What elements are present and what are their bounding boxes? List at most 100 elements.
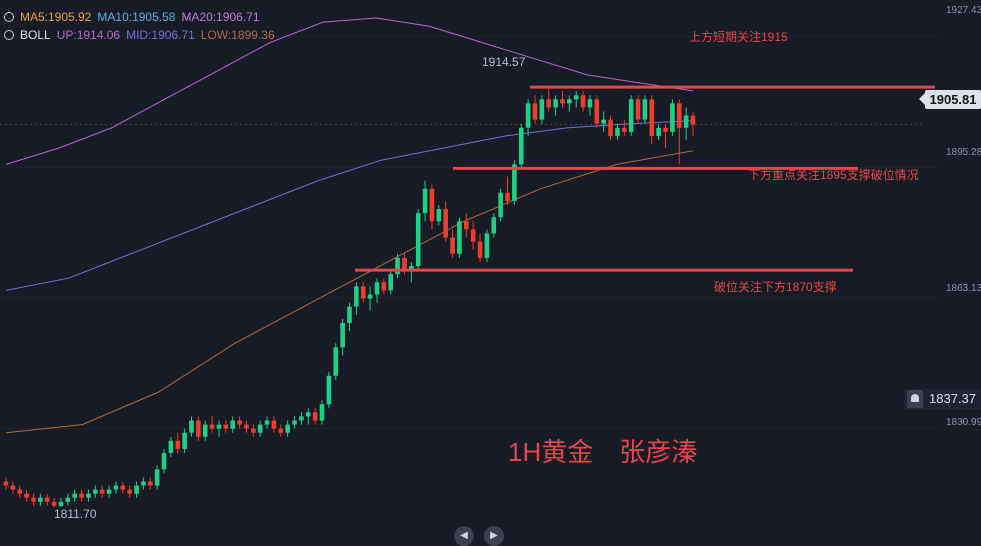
- annotation-resistance: 上方短期关注1915: [689, 30, 788, 44]
- candle-body: [683, 115, 689, 128]
- candle-body: [381, 282, 387, 291]
- candle-body: [51, 501, 57, 506]
- candle-body: [333, 347, 339, 376]
- bell-icon[interactable]: [907, 390, 923, 408]
- ma10-label: MA10:1905.58: [97, 10, 176, 24]
- candle-body: [44, 497, 50, 502]
- scroll-right-icon[interactable]: ▶: [484, 526, 504, 546]
- candle-body: [347, 306, 352, 323]
- candle-body: [106, 489, 112, 494]
- candle-body: [436, 209, 442, 222]
- annotation-breakdown: 破位关注下方1870支撑: [714, 280, 837, 294]
- candle-body: [470, 229, 476, 242]
- candle-body: [395, 257, 400, 275]
- candle-body: [326, 375, 332, 405]
- candle-body: [10, 485, 16, 490]
- boll-up-label: UP:1914.06: [56, 28, 121, 42]
- candle-body: [230, 420, 236, 429]
- current-price-tag[interactable]: 1905.81: [919, 90, 981, 109]
- candle-body: [594, 99, 600, 124]
- candle-body: [182, 432, 187, 449]
- eye-icon[interactable]: [4, 12, 14, 22]
- candle-body: [601, 119, 606, 124]
- candle-body: [113, 485, 119, 490]
- candle-body: [251, 428, 256, 433]
- candle-body: [65, 497, 71, 502]
- bollinger-bands: [5, 17, 694, 434]
- boll-name: BOLL: [20, 28, 51, 42]
- candle-body: [422, 188, 428, 214]
- candle-body: [134, 485, 139, 494]
- scroll-left-icon[interactable]: ◀: [454, 526, 474, 546]
- candle-body: [505, 192, 510, 201]
- candle-body: [663, 127, 668, 132]
- candle-body: [58, 501, 64, 506]
- candle-body: [257, 424, 263, 433]
- candle-body: [388, 274, 394, 291]
- candle-body: [656, 127, 661, 136]
- ma-legend: MA5:1905.92 MA10:1905.58 MA20:1906.71 BO…: [4, 8, 281, 44]
- high-marker-label: 1914.57: [482, 55, 526, 69]
- candle-body: [463, 221, 469, 230]
- candle-body: [120, 485, 126, 490]
- candle-body: [553, 99, 558, 108]
- candle-body: [168, 440, 174, 454]
- candle-body: [209, 424, 215, 429]
- candle-body: [147, 481, 153, 486]
- candle-body: [3, 481, 9, 486]
- boll-middle-line: [5, 120, 694, 291]
- candle-body: [93, 489, 98, 494]
- candle-body: [484, 233, 490, 258]
- boll-lower-line: [5, 150, 694, 434]
- candle-body: [615, 127, 620, 136]
- boll-mid-label: MID:1906.71: [126, 28, 195, 42]
- candle-body: [340, 322, 345, 348]
- candle-body: [525, 103, 531, 128]
- boll-upper-line: [5, 17, 694, 165]
- candle-body: [622, 127, 627, 132]
- candle-body: [72, 493, 77, 498]
- candle-body: [409, 266, 414, 271]
- eye-icon[interactable]: [4, 30, 14, 40]
- candle-body: [79, 493, 84, 498]
- y-tick-label: 1863.13: [946, 283, 981, 294]
- candle-body: [635, 99, 641, 120]
- candle-body: [223, 424, 229, 429]
- candle-body: [264, 420, 270, 425]
- candle-body: [312, 412, 318, 421]
- candle-body: [99, 489, 105, 494]
- candle-body: [17, 489, 23, 494]
- candle-body: [367, 294, 373, 299]
- candle-body: [278, 428, 284, 433]
- candle-body: [196, 420, 201, 437]
- alert-price: 1837.37: [929, 391, 976, 406]
- candle-body: [86, 493, 91, 498]
- candle-body: [154, 469, 160, 486]
- candle-body: [477, 241, 483, 258]
- candles: [3, 88, 696, 508]
- candle-body: [587, 99, 593, 108]
- low-marker-label: 1811.70: [54, 507, 97, 521]
- candle-body: [608, 119, 613, 136]
- candle-body: [24, 493, 29, 498]
- candle-body: [189, 420, 194, 433]
- candle-body: [127, 489, 132, 494]
- candle-body: [457, 221, 462, 254]
- candle-body: [202, 424, 208, 437]
- candle-body: [532, 103, 538, 120]
- candle-body: [491, 217, 497, 234]
- candle-body: [175, 440, 181, 449]
- annotation-support: 下方重点关注1895支撑破位情况: [748, 168, 919, 182]
- price-alert[interactable]: 1837.37: [904, 389, 981, 409]
- boll-low-label: LOW:1899.36: [200, 28, 275, 42]
- support-resistance-lines[interactable]: [355, 85, 935, 272]
- candle-body: [374, 282, 380, 295]
- candle-body: [244, 424, 249, 429]
- candle-body: [299, 416, 304, 421]
- candle-body: [354, 286, 359, 307]
- candle-body: [402, 257, 407, 271]
- candle-body: [546, 99, 552, 108]
- candle-body: [567, 99, 572, 104]
- candle-body: [560, 99, 565, 104]
